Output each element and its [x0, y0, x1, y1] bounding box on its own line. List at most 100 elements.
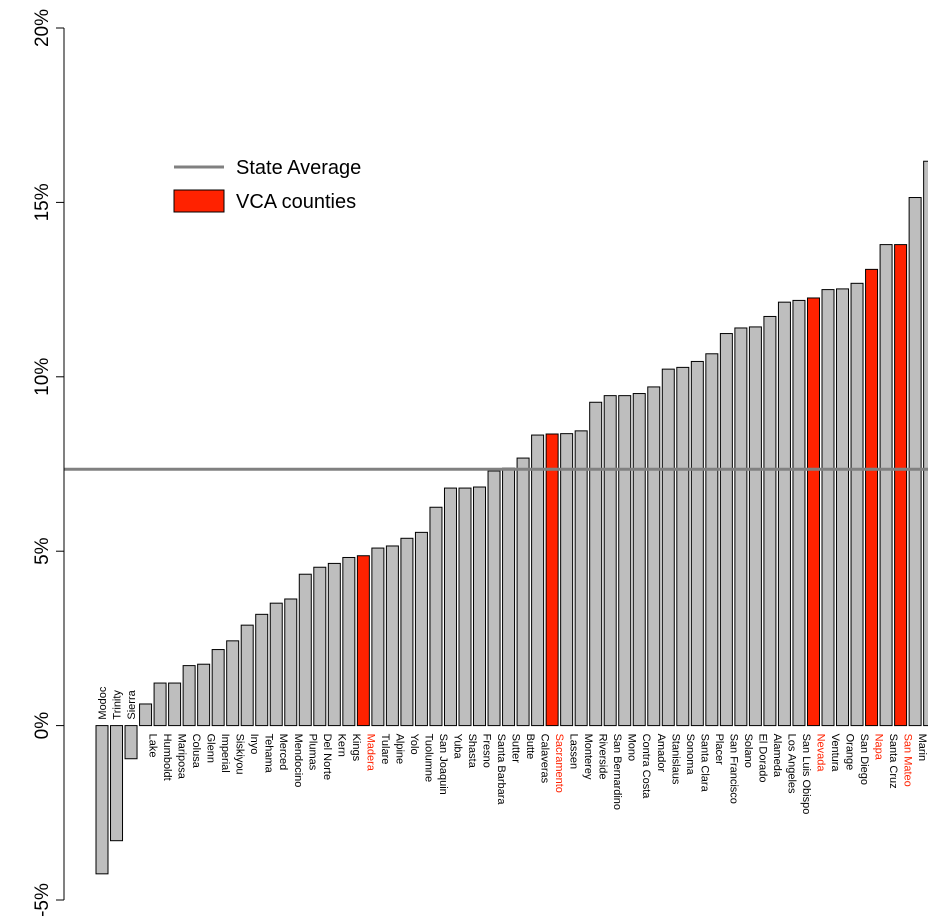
bar-placer — [705, 353, 719, 727]
category-label-napa: Napa — [873, 734, 885, 761]
bar-inyo — [240, 624, 254, 727]
category-label-santa-barbara: Santa Barbara — [495, 734, 507, 806]
bar-shasta — [458, 487, 472, 727]
category-label-yolo: Yolo — [408, 734, 420, 755]
category-label-colusa: Colusa — [190, 734, 202, 769]
bar-riverside — [589, 401, 603, 727]
bar-fresno — [473, 486, 487, 727]
category-label-san-luis-obispo: San Luis Obispo — [800, 734, 812, 815]
bar-mono — [618, 395, 632, 727]
category-label-sonoma: Sonoma — [684, 734, 696, 776]
legend-box-swatch — [173, 189, 225, 213]
bar-merced — [269, 602, 283, 727]
category-label-calaveras: Calaveras — [539, 734, 551, 784]
category-label-solano: Solano — [742, 734, 754, 768]
category-label-imperial: Imperial — [219, 734, 231, 773]
bar-yuba — [443, 487, 457, 727]
category-label-humboldt: Humboldt — [161, 734, 173, 781]
category-label-placer: Placer — [713, 734, 725, 766]
bar-san-francisco — [719, 333, 733, 727]
bar-orange — [836, 288, 850, 727]
bar-mendocino — [284, 598, 298, 727]
category-label-san-francisco: San Francisco — [727, 734, 739, 804]
category-label-yuba: Yuba — [451, 734, 463, 760]
category-label-merced: Merced — [277, 734, 289, 771]
y-tick-label: 5% — [32, 537, 53, 565]
category-label-san-bernardino: San Bernardino — [611, 734, 623, 810]
bar-kings — [342, 556, 356, 727]
category-label-riverside: Riverside — [597, 734, 609, 780]
bar-lake — [139, 703, 153, 727]
category-label-santa-cruz: Santa Cruz — [887, 734, 899, 789]
category-label-sierra: Sierra — [126, 689, 138, 719]
category-label-los-angeles: Los Angeles — [785, 734, 797, 794]
category-label-marin: Marin — [916, 734, 928, 762]
y-tick-label: 10% — [32, 358, 53, 396]
bar-del-norte — [313, 566, 327, 727]
category-label-tuolumne: Tuolumne — [422, 734, 434, 783]
bar-sutter — [502, 467, 516, 727]
bar-colusa — [182, 665, 196, 727]
category-label-plumas: Plumas — [306, 734, 318, 771]
bar-lassen — [560, 433, 574, 727]
bar-san-luis-obispo — [792, 299, 806, 727]
category-label-tulare: Tulare — [379, 734, 391, 765]
bar-imperial — [211, 649, 225, 727]
bar-alameda — [763, 315, 777, 727]
bar-san-diego — [850, 282, 864, 727]
category-label-amador: Amador — [655, 734, 667, 773]
bar-mariposa — [168, 682, 182, 727]
bar-sacramento — [545, 433, 559, 727]
bar-tulare — [371, 547, 385, 727]
bar-plumas — [298, 573, 312, 727]
bar-sonoma — [676, 366, 690, 727]
category-label-butte: Butte — [524, 734, 536, 760]
bar-kern — [327, 562, 341, 727]
category-label-alameda: Alameda — [771, 734, 783, 778]
y-tick-label: 0% — [32, 712, 53, 740]
bar-san-benito — [923, 160, 928, 727]
category-label-mono: Mono — [626, 734, 638, 762]
legend-label-vca-counties: VCA counties — [236, 191, 356, 213]
y-axis: -5% 0% 5% 10% 15% 20% — [32, 9, 65, 917]
bar-tehama — [255, 613, 269, 727]
bar-nevada — [806, 297, 820, 727]
category-label-nevada: Nevada — [814, 734, 826, 773]
legend: State Average VCA counties — [173, 157, 361, 213]
bar-alpine — [385, 545, 399, 727]
bar-amador — [647, 386, 661, 727]
category-label-el-dorado: El Dorado — [756, 734, 768, 783]
bar-santa-clara — [690, 360, 704, 727]
bar-monterey — [574, 430, 588, 727]
category-label-lassen: Lassen — [568, 734, 580, 769]
category-label-del-norte: Del Norte — [321, 734, 333, 780]
category-label-mariposa: Mariposa — [176, 734, 188, 780]
bar-madera — [356, 555, 370, 727]
bar-santa-barbara — [487, 470, 501, 727]
category-label-lake: Lake — [147, 734, 159, 758]
category-label-shasta: Shasta — [466, 734, 478, 769]
category-label-inyo: Inyo — [248, 734, 260, 755]
category-label-tehama: Tehama — [263, 734, 275, 774]
bar-contra-costa — [632, 393, 646, 727]
category-label-glenn: Glenn — [205, 734, 217, 763]
legend-label-state-average: State Average — [236, 157, 361, 179]
bar-marin — [908, 197, 922, 727]
category-label-ventura: Ventura — [829, 734, 841, 773]
category-label-santa-clara: Santa Clara — [698, 734, 710, 793]
y-tick-label: 20% — [32, 9, 53, 47]
bar-los-angeles — [777, 301, 791, 727]
bar-napa — [865, 268, 879, 727]
bar-glenn — [197, 663, 211, 727]
bar-san-joaquin — [429, 506, 443, 727]
bar-sierra — [124, 725, 138, 760]
bar-humboldt — [153, 682, 167, 727]
category-label-kings: Kings — [350, 734, 362, 762]
category-label-contra-costa: Contra Costa — [640, 734, 652, 800]
y-tick-label: 15% — [32, 183, 53, 221]
bar-san-mateo — [894, 244, 908, 727]
category-label-orange: Orange — [844, 734, 856, 771]
